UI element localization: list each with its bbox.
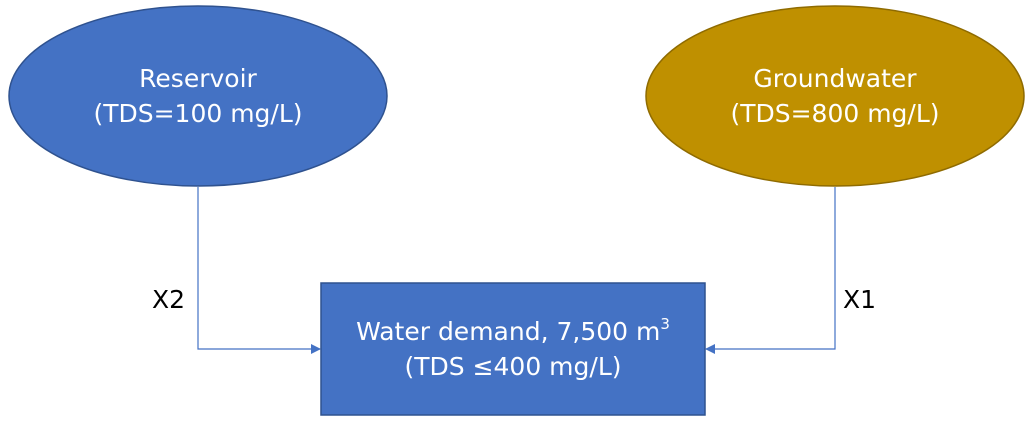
reservoir-flow-label: X2 (152, 285, 186, 314)
groundwater-to-demand-connector (705, 187, 836, 354)
reservoir-name: Reservoir (139, 64, 257, 93)
groundwater-flow-label: X1 (843, 285, 877, 314)
groundwater-node (645, 5, 1025, 187)
groundwater-text: Groundwater (TDS=800 mg/L) (685, 61, 985, 131)
water-demand-constraint: (TDS ≤400 mg/L) (404, 352, 622, 381)
water-demand-title: Water demand, 7,500 m3 (321, 314, 705, 349)
water-demand-node (320, 282, 706, 416)
reservoir-tds: (TDS=100 mg/L) (93, 99, 303, 128)
water-demand-label: Water demand, 7,500 m (356, 317, 661, 346)
groundwater-name: Groundwater (753, 64, 917, 93)
water-demand-text: Water demand, 7,500 m3 (TDS ≤400 mg/L) (321, 314, 705, 384)
reservoir-to-demand-connector (197, 187, 321, 354)
reservoir-text: Reservoir (TDS=100 mg/L) (48, 61, 348, 131)
volume-unit-exponent: 3 (660, 315, 670, 333)
groundwater-tds: (TDS=800 mg/L) (730, 99, 940, 128)
reservoir-node (8, 5, 388, 187)
